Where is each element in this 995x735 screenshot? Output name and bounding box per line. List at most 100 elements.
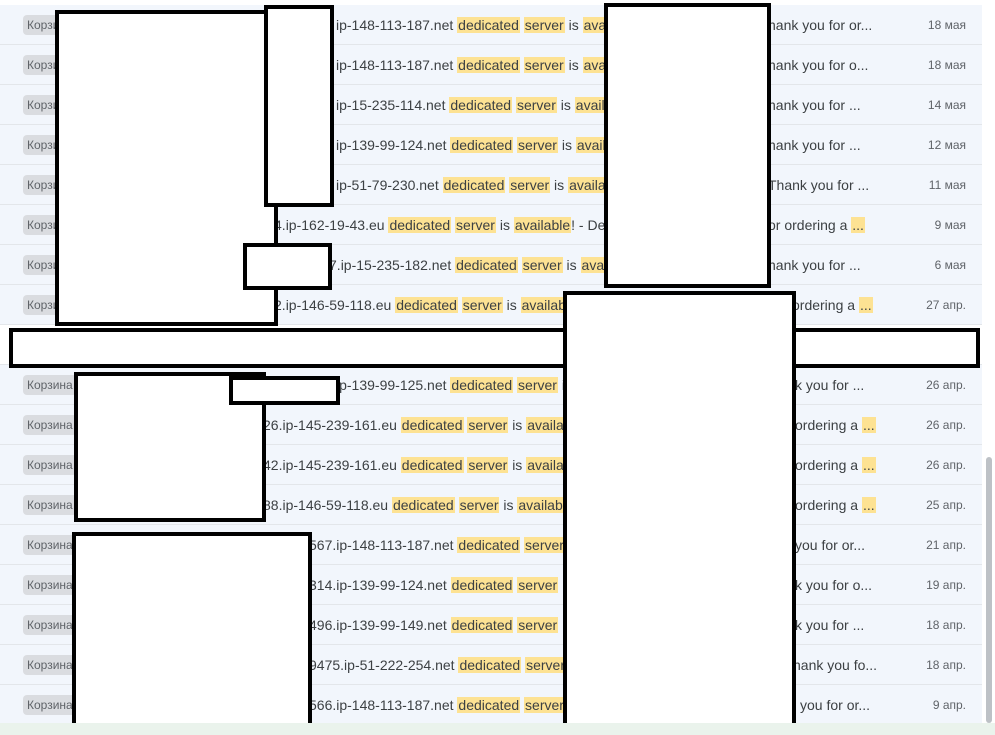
email-date: 18 мая <box>927 58 966 72</box>
hostname-prefix: 496. <box>309 617 337 633</box>
hostname: ip-15-235-114.net <box>336 97 446 113</box>
snippet-ellipsis: ... <box>861 417 876 433</box>
email-snippet: ordering a ... <box>795 485 876 525</box>
highlight-dedicated: dedicated <box>457 697 521 713</box>
hostname-prefix: 314. <box>309 577 337 593</box>
email-date: 26 апр. <box>926 418 966 432</box>
highlight-server: server <box>521 257 563 273</box>
label-chip-trash[interactable]: Корзина <box>23 535 77 555</box>
highlight-server: server <box>517 377 558 393</box>
snippet-text: or ordering a <box>768 217 848 233</box>
highlight-dedicated: dedicated <box>450 577 514 593</box>
hostname: ip-146-59-118.eu <box>282 497 389 513</box>
highlight-server: server <box>525 657 566 673</box>
email-subject: 88.ip-146-59-118.eu dedicated server is … <box>263 485 609 525</box>
email-date: 12 мая <box>927 138 966 152</box>
email-snippet: you for or... <box>800 685 870 725</box>
hostname: ip-139-99-149.net <box>336 617 447 633</box>
redaction-box <box>9 328 980 368</box>
highlight-dedicated: dedicated <box>455 257 518 273</box>
snippet-text: hank you for or... <box>768 17 873 33</box>
scrollbar-thumb[interactable] <box>986 457 992 723</box>
redaction-box <box>72 532 312 728</box>
highlight-server: server <box>517 577 559 593</box>
snippet-text: hank you for ... <box>768 137 861 153</box>
snippet-ellipsis: ... <box>861 497 876 513</box>
hostname: ip-145-239-161.eu <box>282 457 397 473</box>
email-date: 26 апр. <box>926 378 966 392</box>
redaction-box <box>563 291 796 735</box>
snippet-text: ordering a <box>792 297 856 313</box>
label-chip-trash[interactable]: Корзина <box>23 455 77 475</box>
hostname-prefix: 42. <box>263 457 283 473</box>
hostname-prefix: 9475. <box>309 657 345 673</box>
highlight-available: available <box>513 217 572 233</box>
email-date: 11 мая <box>928 178 966 192</box>
highlight-server: server <box>461 297 503 313</box>
email-snippet: ordering a ... <box>795 445 876 485</box>
highlight-server: server <box>524 697 565 713</box>
snippet-text: hank you for o... <box>768 57 869 73</box>
email-snippet: Thank you for ... <box>768 165 869 205</box>
hostname-prefix: 566. <box>309 697 337 713</box>
email-snippet: ordering a ... <box>795 405 876 445</box>
snippet-text: hank you for ... <box>768 257 861 273</box>
hostname: ip-51-222-254.net <box>344 657 455 673</box>
email-date: 25 апр. <box>926 498 966 512</box>
label-chip-trash[interactable]: Корзина <box>23 655 77 675</box>
snippet-dash: - De <box>578 217 606 233</box>
hostname: ip-139-99-124.net <box>336 577 447 593</box>
label-chip-trash[interactable]: Корзина <box>23 615 77 635</box>
label-chip-trash[interactable]: Корзина <box>23 575 77 595</box>
snippet-text: Thank you for ... <box>768 177 870 193</box>
snippet-text: you for or... <box>800 697 871 713</box>
email-snippet: hank you for or... <box>768 5 872 45</box>
highlight-server: server <box>455 217 496 233</box>
snippet-text: you for or... <box>795 537 866 553</box>
hostname-prefix: 567. <box>309 537 337 553</box>
label-chip-trash[interactable]: Корзина <box>23 495 77 515</box>
hostname: ip-148-113-187.net <box>336 537 454 553</box>
label-chip-trash[interactable]: Корзина <box>23 375 77 395</box>
email-snippet: k you for ... <box>795 605 864 645</box>
word-is: is <box>568 57 579 73</box>
snippet-text: ordering a <box>795 417 859 433</box>
label-chip-trash[interactable]: Корзина <box>23 695 77 715</box>
word-is: is <box>506 297 517 313</box>
redaction-box <box>229 376 340 405</box>
email-snippet: hank you for o... <box>768 45 868 85</box>
highlight-dedicated: dedicated <box>450 377 514 393</box>
snippet-text: k you for o... <box>795 577 873 593</box>
email-snippet: hank you fo... <box>793 645 877 685</box>
email-snippet: you for or... <box>795 525 865 565</box>
highlight-dedicated: dedicated <box>400 417 464 433</box>
hostname-prefix: 88. <box>263 497 283 513</box>
hostname-prefix: 26. <box>263 417 283 433</box>
highlight-server: server <box>515 97 557 113</box>
snippet-text: hank you fo... <box>793 657 878 673</box>
email-date: 19 апр. <box>926 578 966 592</box>
highlight-dedicated: dedicated <box>450 617 514 633</box>
highlight-server: server <box>509 177 551 193</box>
hostname-prefix: 4. <box>274 217 286 233</box>
highlight-dedicated: dedicated <box>457 537 521 553</box>
highlight-dedicated: dedicated <box>457 57 520 73</box>
hostname: ip-162-19-43.eu <box>285 217 385 233</box>
redaction-box <box>604 3 771 288</box>
highlight-dedicated: dedicated <box>391 497 455 513</box>
footer-strip <box>0 723 995 735</box>
email-date: 27 апр. <box>926 298 966 312</box>
snippet-ellipsis: ... <box>861 457 876 473</box>
word-is: is <box>499 217 510 233</box>
highlight-server: server <box>523 57 565 73</box>
word-is: is <box>554 177 565 193</box>
hostname: ip-148-113-187.net <box>336 57 454 73</box>
email-date: 9 апр. <box>932 698 966 712</box>
word-is: is <box>566 257 577 273</box>
redaction-box <box>264 5 334 207</box>
hostname: ip-51-79-230.net <box>336 177 439 193</box>
email-date: 14 мая <box>927 98 966 112</box>
word-is: is <box>568 17 579 33</box>
email-snippet: k you for ... <box>795 365 864 405</box>
label-chip-trash[interactable]: Корзина <box>23 415 77 435</box>
